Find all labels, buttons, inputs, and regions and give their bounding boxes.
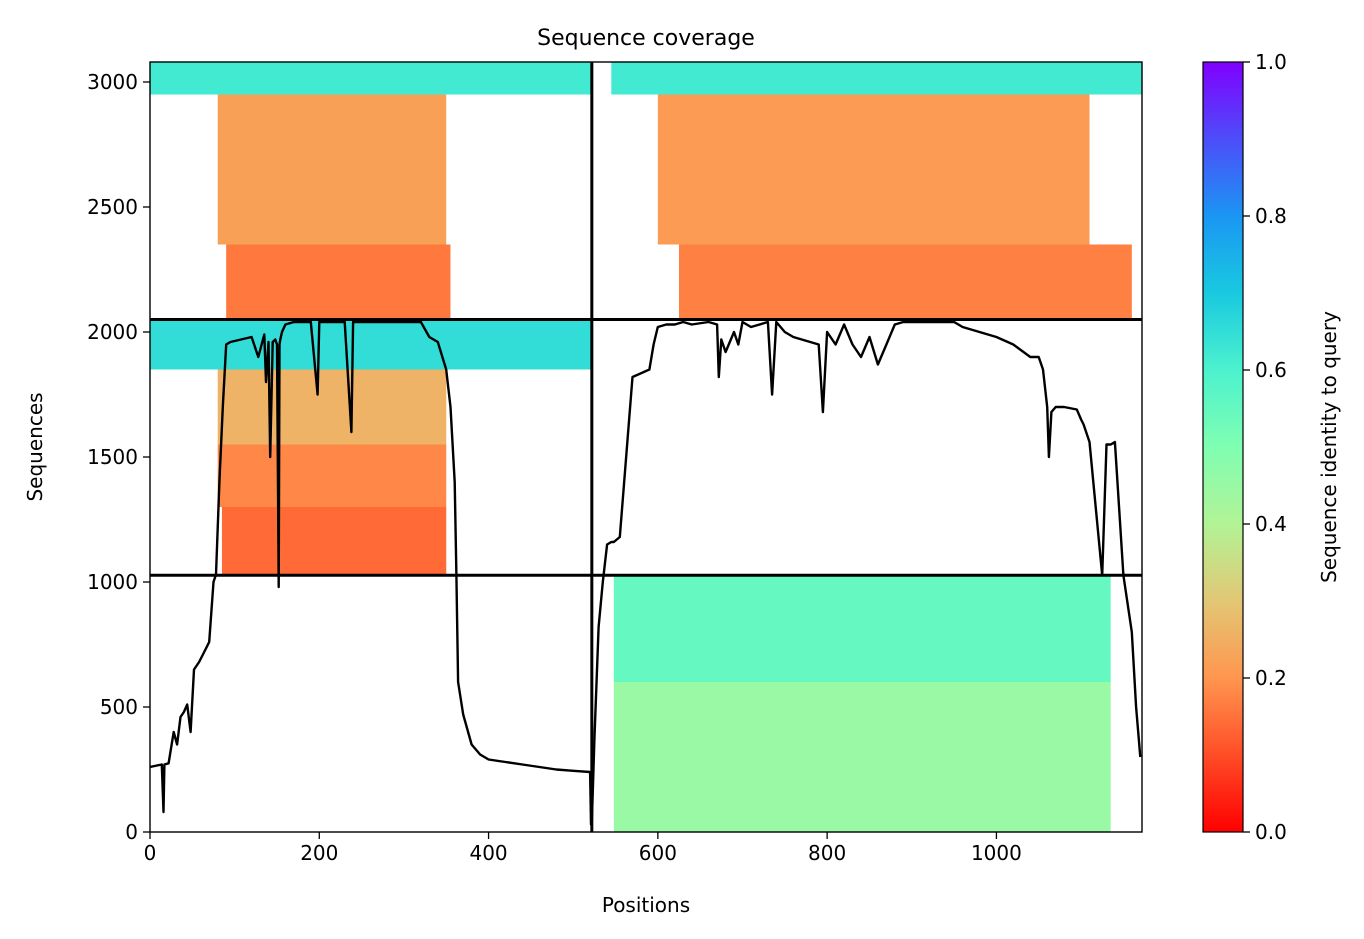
y-tick-label: 1500: [87, 445, 138, 469]
x-tick-label: 0: [144, 841, 157, 865]
coverage-block: [613, 682, 1111, 832]
colorbar-tick-label: 0.6: [1255, 358, 1287, 382]
y-tick-label: 1000: [87, 570, 138, 594]
colorbar-label: Sequence identity to query: [1317, 311, 1341, 583]
colorbar: [1202, 61, 1244, 833]
y-axis: 0 500 1000 1500 2000 2500 3000: [87, 70, 150, 844]
coverage-fills: [150, 62, 1142, 832]
coverage-block: [657, 94, 1090, 245]
x-axis: 0 200 400 600 800 1000: [144, 832, 1022, 865]
coverage-block: [226, 244, 451, 320]
coverage-block: [613, 575, 1111, 682]
colorbar-tick-label: 0.0: [1255, 820, 1287, 844]
coverage-block: [217, 444, 447, 507]
block-boundaries: [150, 62, 1142, 832]
x-tick-label: 400: [469, 841, 507, 865]
colorbar-ticks: 0.0 0.2 0.4 0.6 0.8 1.0: [1243, 50, 1287, 844]
colorbar-tick-label: 0.4: [1255, 512, 1287, 536]
x-tick-label: 1000: [971, 841, 1022, 865]
x-tick-label: 600: [639, 841, 677, 865]
x-tick-label: 200: [300, 841, 338, 865]
colorbar-tick-label: 0.2: [1255, 666, 1287, 690]
coverage-block: [150, 62, 592, 95]
coverage-block: [217, 369, 447, 445]
coverage-block: [679, 244, 1132, 320]
coverage-block: [217, 94, 447, 245]
chart-title: Sequence coverage: [537, 26, 755, 51]
coverage-block: [150, 319, 592, 370]
colorbar-tick-label: 1.0: [1255, 50, 1287, 74]
x-axis-label: Positions: [602, 893, 690, 917]
y-tick-label: 2000: [87, 320, 138, 344]
x-tick-label: 800: [808, 841, 846, 865]
plot-frame: [149, 61, 1143, 833]
y-tick-label: 500: [100, 695, 138, 719]
y-tick-label: 2500: [87, 195, 138, 219]
coverage-line: [150, 320, 1142, 826]
colorbar-tick-label: 0.8: [1255, 204, 1287, 228]
y-axis-label: Sequences: [23, 392, 47, 501]
y-tick-label: 0: [125, 820, 138, 844]
coverage-block: [611, 62, 1142, 95]
y-tick-label: 3000: [87, 70, 138, 94]
coverage-block: [221, 507, 447, 576]
